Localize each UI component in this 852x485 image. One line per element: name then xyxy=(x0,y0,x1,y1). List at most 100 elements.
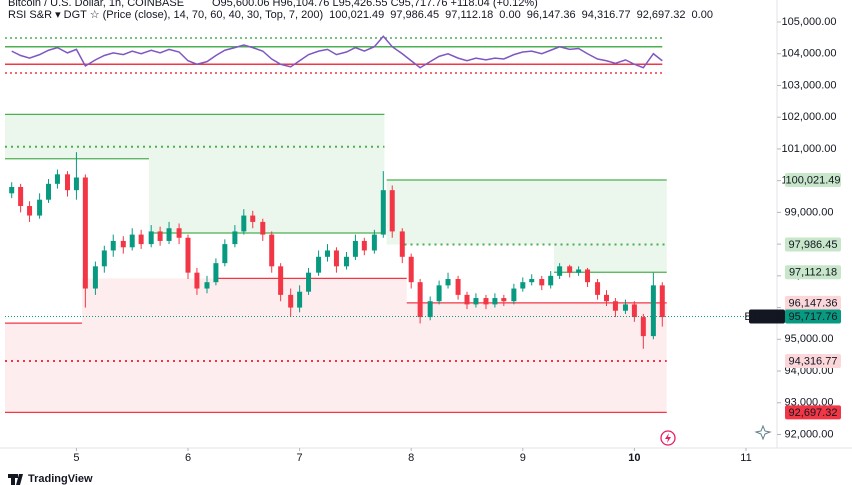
indicator-value: 0.00 xyxy=(692,9,713,21)
candle-body xyxy=(129,234,135,248)
candle-body xyxy=(612,301,618,311)
candle-body xyxy=(333,250,339,267)
candle-body xyxy=(73,177,79,191)
background-layer xyxy=(5,114,667,413)
candle-body xyxy=(325,250,331,257)
candle-body xyxy=(316,256,322,273)
candle-body xyxy=(557,266,563,276)
x-tick-label: 8 xyxy=(408,452,414,464)
candle-body xyxy=(92,266,98,289)
indicator-value: 96,147.36 xyxy=(527,9,576,21)
candle-body xyxy=(288,294,294,308)
zone-fill xyxy=(5,323,82,413)
candle-body xyxy=(576,269,582,273)
indicator-value: 0.00 xyxy=(499,9,520,21)
y-tick-label: 103,000.00 xyxy=(781,79,836,91)
candle-body xyxy=(110,240,116,251)
candle-body xyxy=(250,215,256,222)
level-tag-box xyxy=(785,265,841,280)
candle-body xyxy=(222,244,228,264)
last-price-tag: 95,717.76 xyxy=(789,311,838,323)
footer-text: TradingView xyxy=(28,473,93,485)
y-tick-label: 101,000.00 xyxy=(781,143,836,155)
candle-body xyxy=(539,279,545,286)
candle-body xyxy=(520,282,526,289)
candle-body xyxy=(548,275,554,286)
x-tick-label: 11 xyxy=(740,452,751,464)
footer-logo xyxy=(8,474,23,485)
level-tag-box xyxy=(785,172,841,187)
x-tick-label: 10 xyxy=(628,452,640,464)
y-tick-label: 99,000.00 xyxy=(785,206,834,218)
icon-flash-bolt xyxy=(665,433,671,443)
icons xyxy=(660,424,772,446)
symbol-tag: BTCUSD xyxy=(744,311,789,323)
candle-body xyxy=(157,231,163,241)
candle-body xyxy=(241,215,247,232)
candle-body xyxy=(166,228,172,241)
candle-body xyxy=(659,285,665,318)
candle-body xyxy=(9,187,15,194)
x-tick-label: 7 xyxy=(297,452,303,464)
indicator-value: 97,986.45 xyxy=(390,9,439,21)
indicator-value: 97,112.18 xyxy=(445,9,493,21)
candle-body xyxy=(464,294,470,305)
candle-body xyxy=(352,240,358,257)
x-tick-label: 6 xyxy=(185,452,191,464)
candle-body xyxy=(529,279,535,283)
x-tick-label: 9 xyxy=(520,452,526,464)
candle-body xyxy=(27,206,33,216)
candle-body xyxy=(511,288,517,302)
candle-body xyxy=(399,231,405,257)
candle-body xyxy=(501,298,507,302)
y-tick-label: 104,000.00 xyxy=(781,48,836,60)
candle-body xyxy=(436,285,442,302)
candle-body xyxy=(595,282,601,295)
candle-body xyxy=(473,298,479,305)
candle-body xyxy=(455,279,461,295)
candle-body xyxy=(483,298,489,305)
candle-body xyxy=(204,282,210,289)
icon-flash xyxy=(660,430,676,446)
candle-body xyxy=(371,234,377,251)
chart-title: Bitcoin / U.S. Dollar, 1h, COINBASE xyxy=(8,0,184,9)
indicator-value: 92,697.32 xyxy=(637,9,686,21)
level-tag-box xyxy=(785,295,841,310)
candle-body xyxy=(408,256,414,283)
candle-body xyxy=(37,199,43,216)
candle-body xyxy=(213,263,219,283)
zone-fill xyxy=(5,114,149,159)
candle-body xyxy=(269,234,275,267)
x-tick-label: 5 xyxy=(73,452,79,464)
level-tag-box xyxy=(785,237,841,252)
candle-body xyxy=(260,221,266,235)
candle-body xyxy=(278,266,284,295)
candle-body xyxy=(138,234,144,245)
rsi-line xyxy=(11,35,663,69)
candle-body xyxy=(650,285,656,337)
candle-body xyxy=(120,240,126,248)
level-tag: 97,986.45 xyxy=(789,239,838,251)
y-tick-label: 105,000.00 xyxy=(781,16,836,28)
level-tag: 100,021.49 xyxy=(785,174,840,186)
zone-fill xyxy=(406,302,667,413)
candle-body xyxy=(361,240,367,251)
level-tag: 96,147.36 xyxy=(789,297,838,309)
candle-body xyxy=(622,304,628,311)
candle-body xyxy=(492,298,498,305)
candle-body xyxy=(640,317,646,337)
candle-body xyxy=(389,190,395,232)
ohlc-readout: O95,600.06 H96,104.76 L95,426.55 C95,717… xyxy=(212,0,538,9)
candle-body xyxy=(148,231,154,245)
level-tag-box xyxy=(785,353,841,368)
y-tick-label: 95,000.00 xyxy=(785,333,834,345)
candle-body xyxy=(185,237,191,273)
candle-body xyxy=(417,282,423,318)
level-tag: 94,316.77 xyxy=(789,355,838,367)
candle-body xyxy=(306,272,312,292)
indicator-value: 100,021.49 xyxy=(329,9,384,21)
candle-body xyxy=(445,279,451,286)
candle-body xyxy=(46,183,52,200)
candle-body xyxy=(82,177,88,289)
zone-fill xyxy=(82,278,407,413)
